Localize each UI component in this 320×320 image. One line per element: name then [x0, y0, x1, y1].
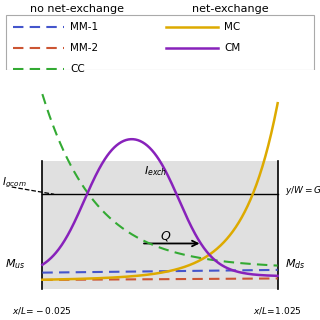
- Text: $y/W{=}G$: $y/W{=}G$: [285, 184, 320, 197]
- Text: no net-exchange: no net-exchange: [30, 4, 124, 13]
- Text: $I_{exch}$: $I_{exch}$: [144, 164, 167, 178]
- Text: $M_{us}$: $M_{us}$: [5, 257, 25, 271]
- Bar: [42, 162, 278, 289]
- Text: net-exchange: net-exchange: [192, 4, 269, 13]
- Text: $I_{gcom}$: $I_{gcom}$: [2, 176, 27, 190]
- Text: $x/L\!=\!1.025$: $x/L\!=\!1.025$: [253, 305, 302, 316]
- Text: $Q$: $Q$: [160, 229, 171, 243]
- Text: MM-1: MM-1: [70, 22, 99, 32]
- Text: CC: CC: [70, 64, 85, 74]
- Text: MC: MC: [224, 22, 240, 32]
- Text: $M_{ds}$: $M_{ds}$: [285, 257, 305, 271]
- Text: $x/L\!=\!-0.025$: $x/L\!=\!-0.025$: [12, 305, 72, 316]
- Text: CM: CM: [224, 43, 240, 53]
- Text: MM-2: MM-2: [70, 43, 99, 53]
